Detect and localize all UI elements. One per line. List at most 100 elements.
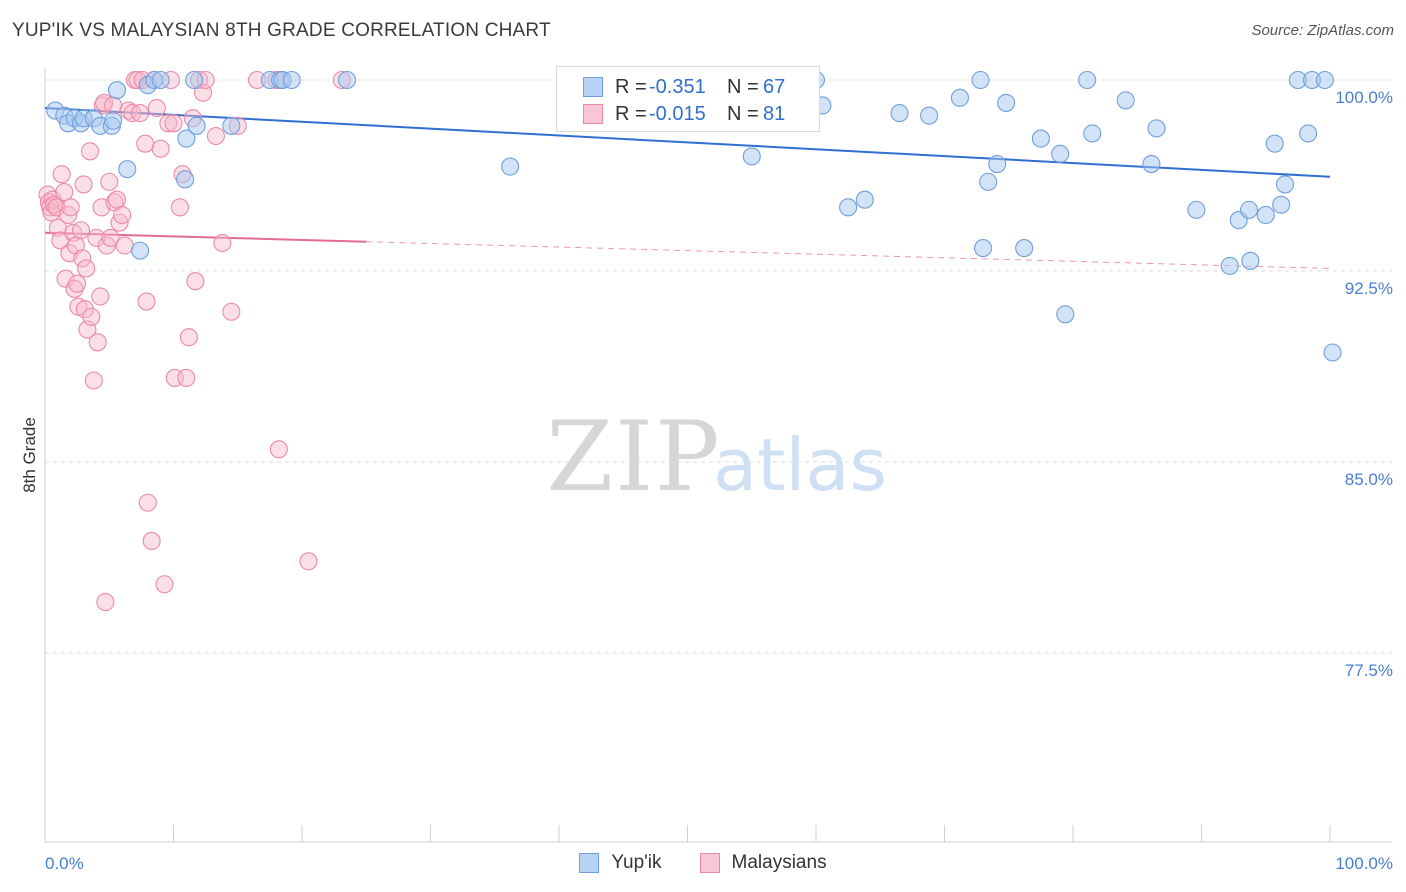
malaysians-point <box>96 593 115 612</box>
malaysians-point <box>213 233 232 253</box>
malaysians-r-value: -0.015 <box>649 102 706 125</box>
yupik-point <box>1147 119 1166 138</box>
malaysians-point <box>77 259 96 278</box>
yupik-point <box>1256 205 1275 225</box>
malaysians-point <box>299 552 318 571</box>
malaysians-point <box>91 287 110 306</box>
malaysians-point <box>123 104 142 123</box>
malaysians-n-value: 81 <box>763 102 786 125</box>
malaysians-point <box>104 96 123 115</box>
yupik-point <box>971 70 990 90</box>
malaysians-point <box>56 269 75 288</box>
malaysians-point <box>138 493 157 512</box>
malaysians-point <box>206 126 225 146</box>
malaysians-point <box>115 236 134 255</box>
yupik-point <box>187 116 206 135</box>
malaysians-point <box>177 368 196 388</box>
malaysians-point <box>65 279 84 298</box>
yupik-point <box>1315 70 1334 90</box>
malaysians-point <box>80 142 100 161</box>
malaysians-point <box>74 175 93 194</box>
malaysians-point <box>186 272 205 291</box>
yupik-point <box>151 70 170 90</box>
yupik-point <box>118 160 137 179</box>
yupik-point <box>337 70 357 90</box>
malaysians-point <box>61 198 80 217</box>
yupik-trend-line <box>44 107 1331 178</box>
yupik-point <box>890 104 909 123</box>
watermark-atlas: atlas <box>713 423 887 507</box>
y-tick-label: 100.0% <box>1335 88 1393 107</box>
yupik-point <box>1299 124 1318 143</box>
yupik-point <box>1116 91 1135 110</box>
malaysians-trend-extension <box>366 241 1331 269</box>
yupik-point <box>131 241 150 260</box>
malaysians-point <box>113 205 132 225</box>
malaysians-trend-line <box>44 231 367 243</box>
legend-item-yupik[interactable]: Yup'ik <box>579 852 662 874</box>
legend-item-malaysians[interactable]: Malaysians <box>699 852 827 874</box>
yupik-point <box>839 198 858 217</box>
malaysians-point <box>82 307 101 326</box>
yupik-point <box>1031 129 1050 148</box>
malaysians-point <box>269 440 288 459</box>
x-tick-label: 0.0% <box>45 854 84 873</box>
yupik-point <box>997 93 1016 112</box>
n-label: N = <box>727 75 759 98</box>
yupik-point <box>979 172 998 191</box>
yupik-point <box>104 111 123 130</box>
malaysians-point <box>179 328 198 347</box>
malaysians-point <box>88 333 107 352</box>
yupik-point <box>973 239 993 258</box>
malaysians-point <box>84 371 103 390</box>
yupik-point <box>1241 251 1260 270</box>
trend-layer <box>44 107 1331 269</box>
yupik-point <box>1083 124 1102 143</box>
yupik-point <box>1239 200 1259 219</box>
yupik-point <box>950 88 969 107</box>
yupik-point <box>222 116 241 135</box>
yupik-swatch <box>583 77 603 97</box>
yupik-point <box>920 106 939 125</box>
yupik-point <box>1056 305 1075 324</box>
stats-legend: R = -0.351 N = 67 R = -0.015 N = 81 <box>556 66 820 132</box>
malaysians-point <box>131 104 150 123</box>
yupik-r-value: -0.351 <box>649 75 706 98</box>
yupik-point <box>1272 195 1291 214</box>
yupik-n-value: 67 <box>763 75 786 98</box>
r-label: R = <box>615 75 647 98</box>
malaysians-legend-label: Malaysians <box>731 852 827 873</box>
malaysians-points <box>38 70 351 612</box>
malaysians-point <box>164 114 183 133</box>
yupik-point <box>988 154 1007 174</box>
y-tick-label: 85.0% <box>1345 470 1393 489</box>
chart-title: YUP'IK VS MALAYSIAN 8TH GRADE CORRELATIO… <box>12 20 551 41</box>
malaysians-point <box>222 302 241 321</box>
malaysians-legend-swatch <box>699 853 720 873</box>
grid-layer <box>45 79 1392 654</box>
n-label: N = <box>727 102 759 125</box>
malaysians-swatch <box>583 104 603 124</box>
yupik-legend-swatch <box>579 853 600 873</box>
malaysians-point <box>170 198 189 217</box>
yupik-point <box>177 129 196 148</box>
yupik-point <box>1078 70 1097 90</box>
yupik-point <box>1323 343 1342 362</box>
yupik-point <box>107 81 127 100</box>
yupik-point <box>1265 134 1284 153</box>
series-legend: Yup'ik Malaysians <box>0 852 1406 874</box>
watermark: ZIP atlas <box>546 401 887 513</box>
yupik-point <box>855 190 874 209</box>
malaysians-point <box>137 292 156 311</box>
watermark-zip: ZIP <box>546 401 721 513</box>
r-label: R = <box>615 102 647 125</box>
legend-row-malaysians: R = -0.015 N = 81 <box>583 100 785 128</box>
malaysians-point <box>75 300 94 319</box>
malaysians-point <box>147 98 166 118</box>
yupik-point <box>176 170 195 189</box>
malaysians-point <box>55 183 74 202</box>
malaysians-point <box>107 190 127 209</box>
malaysians-point <box>87 228 106 247</box>
x-tick-label: 100.0% <box>1335 854 1393 873</box>
